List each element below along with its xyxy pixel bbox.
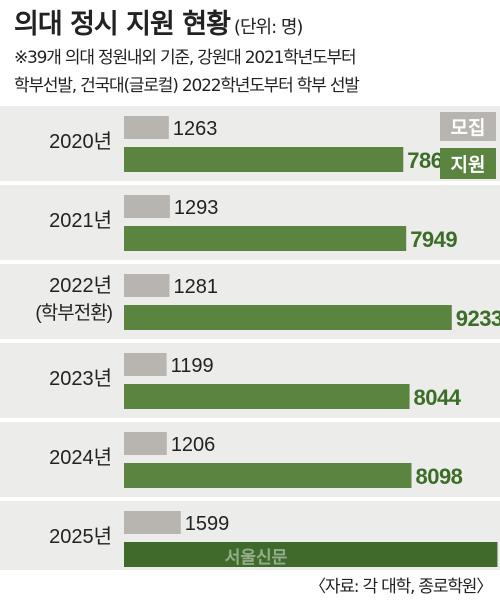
recruit-value-label: 1281 [173,276,218,298]
recruit-bar [124,116,169,139]
application-bar [124,305,452,330]
recruit-value-label: 1293 [174,197,219,219]
recruit-value-label: 1599 [185,513,230,535]
recruit-value-label: 1206 [171,434,216,456]
recruit-bar [124,353,167,376]
application-value-label: 9233 [456,306,500,331]
application-bar [124,226,407,251]
recruit-value-label: 1199 [171,355,214,377]
unit-label: (단위: 명) [233,17,304,38]
category-label: 2023년 [49,367,112,390]
recruit-bar [124,274,170,297]
application-bar [124,542,498,567]
application-value-label: 7949 [410,227,457,252]
bar-chart: 2020년126378672021년129379492022년(학부전환)128… [0,106,500,570]
legend-label-recruit: 모집 [451,117,486,139]
source-note: 〈자료: 각 대학, 종로학원〉 [309,577,493,597]
application-value-label: 8098 [415,464,462,489]
footnote-line-1: ※39개 의대 정원내외 기준, 강원대 2021학년도부터 [14,48,357,68]
legend-swatch-recruit [440,112,496,141]
footnote-line-2: 학부선발, 건국대(글로컬) 2022학년도부터 학부 선발 [14,76,360,96]
category-sublabel: (학부전환) [35,302,112,324]
category-label: 2022년 [49,274,112,297]
category-label: 2021년 [49,209,112,232]
recruit-bar [124,195,170,218]
application-bar [124,463,412,488]
recruit-bar [124,511,181,534]
legend-label-application: 지원 [451,154,486,176]
legend-swatch-application [440,148,496,179]
recruit-bar [124,432,167,455]
recruit-value-label: 1263 [173,118,218,140]
application-bar [124,384,410,409]
category-label: 2024년 [49,446,112,469]
category-label: 2025년 [49,525,112,548]
watermark: 서울신문 [225,548,288,567]
category-label: 2020년 [49,130,112,153]
application-value-label: 8044 [414,385,462,410]
chart-title: 의대 정시 지원 현황 (단위: 명) [14,8,494,42]
application-bar [124,147,404,172]
chart-title-text: 의대 정시 지원 현황 [14,9,231,40]
